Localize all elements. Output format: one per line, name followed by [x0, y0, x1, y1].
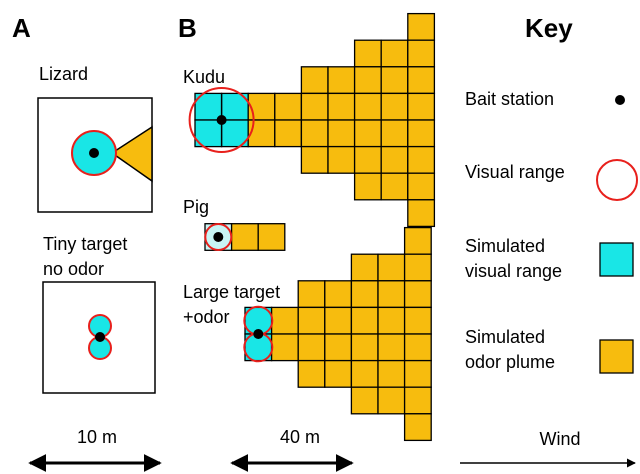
odor-cell — [407, 39, 436, 68]
odor-cell — [297, 333, 326, 362]
odor-cell — [377, 280, 406, 309]
odor-cell — [403, 386, 432, 415]
bait-station — [213, 232, 224, 242]
bait-station — [95, 332, 105, 342]
odor-cell — [300, 119, 329, 148]
odor-cell — [270, 333, 299, 362]
odor-cell — [297, 359, 326, 388]
odor-cell — [353, 66, 382, 95]
key-label: odor plume — [465, 352, 555, 372]
odor-cell — [350, 306, 379, 335]
odor-cell — [377, 306, 406, 335]
visual-range — [204, 223, 233, 251]
odor-cell — [324, 280, 353, 309]
odor-cell — [380, 66, 409, 95]
odor-cell — [327, 92, 356, 121]
odor-cell — [274, 119, 303, 148]
odor-cell — [353, 172, 382, 201]
key-label: Visual range — [465, 162, 565, 182]
odor-cell — [300, 145, 329, 174]
scale-label: 40 m — [280, 427, 320, 447]
panel-label: A — [12, 13, 31, 43]
item-label: Large target — [183, 282, 280, 302]
odor-cell — [247, 92, 276, 121]
bait-station — [253, 329, 264, 339]
wind-label: Wind — [539, 429, 580, 449]
odor-cell — [403, 280, 432, 309]
odor-cell — [407, 199, 436, 228]
item-label: +odor — [183, 307, 230, 327]
odor-cell — [407, 92, 436, 121]
odor-cell — [377, 359, 406, 388]
key-bait-station — [615, 95, 625, 105]
key-simulated-odor — [599, 339, 634, 374]
odor-cell — [407, 172, 436, 201]
odor-cell — [380, 119, 409, 148]
odor-cell — [327, 119, 356, 148]
odor-cell — [403, 226, 432, 255]
bait-station — [89, 148, 99, 158]
odor-cell — [353, 92, 382, 121]
grid-cells — [194, 12, 436, 442]
odor-cell — [300, 92, 329, 121]
odor-cell — [380, 39, 409, 68]
odor-cell — [350, 359, 379, 388]
odor-cell — [324, 333, 353, 362]
item-label: Pig — [183, 197, 209, 217]
odor-cell — [274, 92, 303, 121]
odor-cell — [380, 145, 409, 174]
odor-cell — [407, 145, 436, 174]
odor-cell — [350, 253, 379, 282]
item-label: Lizard — [39, 64, 88, 84]
odor-cell — [257, 223, 286, 251]
odor-cell — [247, 119, 276, 148]
odor-cell — [380, 92, 409, 121]
key-title: Key — [525, 13, 573, 43]
item-label: Tiny target — [43, 234, 127, 254]
odor-cell — [324, 359, 353, 388]
odor-cell — [403, 253, 432, 282]
odor-cell — [353, 145, 382, 174]
odor-cell — [377, 333, 406, 362]
item-label: Kudu — [183, 67, 225, 87]
odor-cell — [377, 253, 406, 282]
odor-cell — [380, 172, 409, 201]
panel-label: B — [178, 13, 197, 43]
odor-cell — [297, 280, 326, 309]
odor-cell — [407, 12, 436, 41]
key-label: Simulated — [465, 327, 545, 347]
bait-station — [216, 115, 227, 125]
odor-cell — [353, 39, 382, 68]
key-label: Bait station — [465, 89, 554, 109]
key-label: Simulated — [465, 236, 545, 256]
odor-cell — [327, 66, 356, 95]
odor-cell — [407, 66, 436, 95]
odor-cell — [297, 306, 326, 335]
odor-cell — [403, 359, 432, 388]
odor-cell — [407, 119, 436, 148]
odor-cell — [300, 66, 329, 95]
odor-cell — [353, 119, 382, 148]
odor-cell — [324, 306, 353, 335]
odor-cell — [403, 413, 432, 442]
odor-cell — [350, 386, 379, 415]
visual-range — [188, 87, 255, 153]
odor-wedge — [110, 125, 153, 183]
scale-label: 10 m — [77, 427, 117, 447]
odor-cell — [350, 280, 379, 309]
item-label: no odor — [43, 259, 104, 279]
key-label: visual range — [465, 261, 562, 281]
key-visual-range — [596, 159, 638, 201]
odor-cell — [377, 386, 406, 415]
odor-cell — [230, 223, 259, 251]
key-simulated-visual — [599, 242, 634, 277]
odor-cell — [403, 306, 432, 335]
odor-cell — [270, 306, 299, 335]
odor-cell — [327, 145, 356, 174]
odor-cell — [350, 333, 379, 362]
odor-cell — [403, 333, 432, 362]
